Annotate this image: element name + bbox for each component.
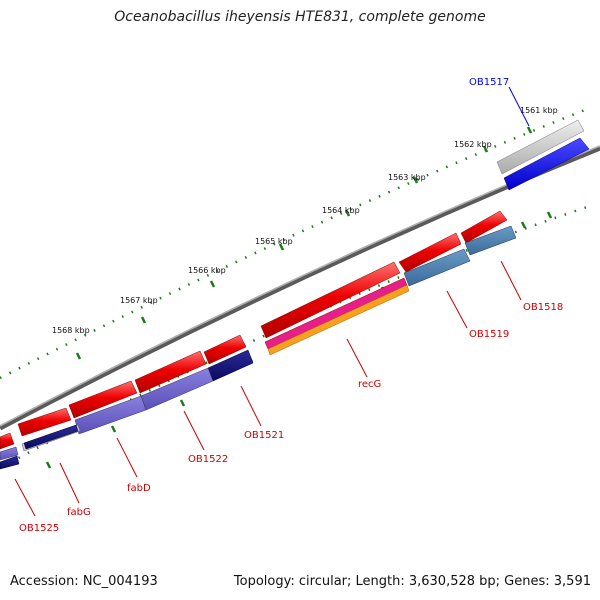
leader-lines	[14, 86, 530, 517]
cds-arrow-ob1525-forward[interactable]	[0, 432, 15, 450]
cds-arrow-fabg-forward[interactable]	[17, 407, 72, 437]
cds-arrow-ob1518-forward[interactable]	[460, 210, 508, 244]
feature-fabg-dark[interactable]	[23, 424, 79, 450]
scale-label-1561: 1561 kbp	[520, 106, 558, 115]
feature-ob1525-top[interactable]	[0, 446, 19, 461]
gene-label-recg[interactable]: recG	[358, 379, 381, 390]
leader-ob1517	[508, 86, 530, 127]
genome-backbone	[0, 145, 600, 431]
feature-recg-magenta[interactable]	[264, 277, 408, 350]
outer-scale-dots	[0, 106, 591, 380]
feature-track	[0, 225, 517, 470]
scale-label-1564: 1564 kbp	[322, 206, 360, 215]
feature-recg-orange[interactable]	[267, 284, 410, 356]
leader-ob1522	[183, 410, 205, 451]
gene-label-ob1518[interactable]: OB1518	[523, 302, 563, 313]
leader-recg	[346, 338, 368, 378]
cds-arrow-ob1521-forward[interactable]	[203, 334, 247, 365]
gene-label-ob1517[interactable]: OB1517	[469, 77, 509, 88]
leader-ob1521	[240, 385, 262, 427]
feature-ob1519[interactable]	[403, 248, 471, 287]
cds-ob1517-grey[interactable]	[496, 119, 585, 175]
cds-arrow-ob1522-forward[interactable]	[134, 350, 207, 394]
scale-label-1565: 1565 kbp	[255, 237, 293, 246]
leader-ob1525	[14, 478, 36, 517]
gene-label-ob1519[interactable]: OB1519	[469, 329, 509, 340]
cds-arrow-ob1519-forward[interactable]	[398, 232, 462, 273]
map-title: Oceanobacillus iheyensis HTE831, complet…	[114, 9, 486, 25]
cds-arrow-fabd-forward[interactable]	[68, 380, 138, 419]
gene-label-fabd[interactable]: fabD	[127, 483, 151, 494]
scale-label-1562: 1562 kbp	[454, 140, 492, 149]
gene-label-ob1521[interactable]: OB1521	[244, 430, 284, 441]
forward-cds-track	[0, 210, 508, 450]
scale-label-1563: 1563 kbp	[388, 173, 426, 182]
scale-label-1568: 1568 kbp	[52, 326, 90, 335]
gene-label-fabg[interactable]: fabG	[67, 507, 91, 518]
leader-ob1519	[446, 290, 468, 329]
scale-label-1567: 1567 kbp	[120, 296, 158, 305]
feature-ob1525-bottom[interactable]	[0, 455, 20, 470]
cds-arrow-recg-forward[interactable]	[260, 261, 401, 339]
leader-ob1518	[500, 260, 522, 301]
leader-fabg	[59, 462, 80, 504]
cds-ob1517-blue[interactable]	[503, 137, 590, 191]
feature-ob1518[interactable]	[464, 225, 517, 256]
gene-label-ob1522[interactable]: OB1522	[188, 454, 228, 465]
genome-summary-text: Topology: circular; Length: 3,630,528 bp…	[233, 574, 591, 589]
accession-text: Accession: NC_004193	[10, 574, 158, 589]
leader-fabd	[116, 437, 138, 478]
gene-label-ob1525[interactable]: OB1525	[19, 523, 59, 534]
scale-label-1566: 1566 kbp	[188, 266, 226, 275]
